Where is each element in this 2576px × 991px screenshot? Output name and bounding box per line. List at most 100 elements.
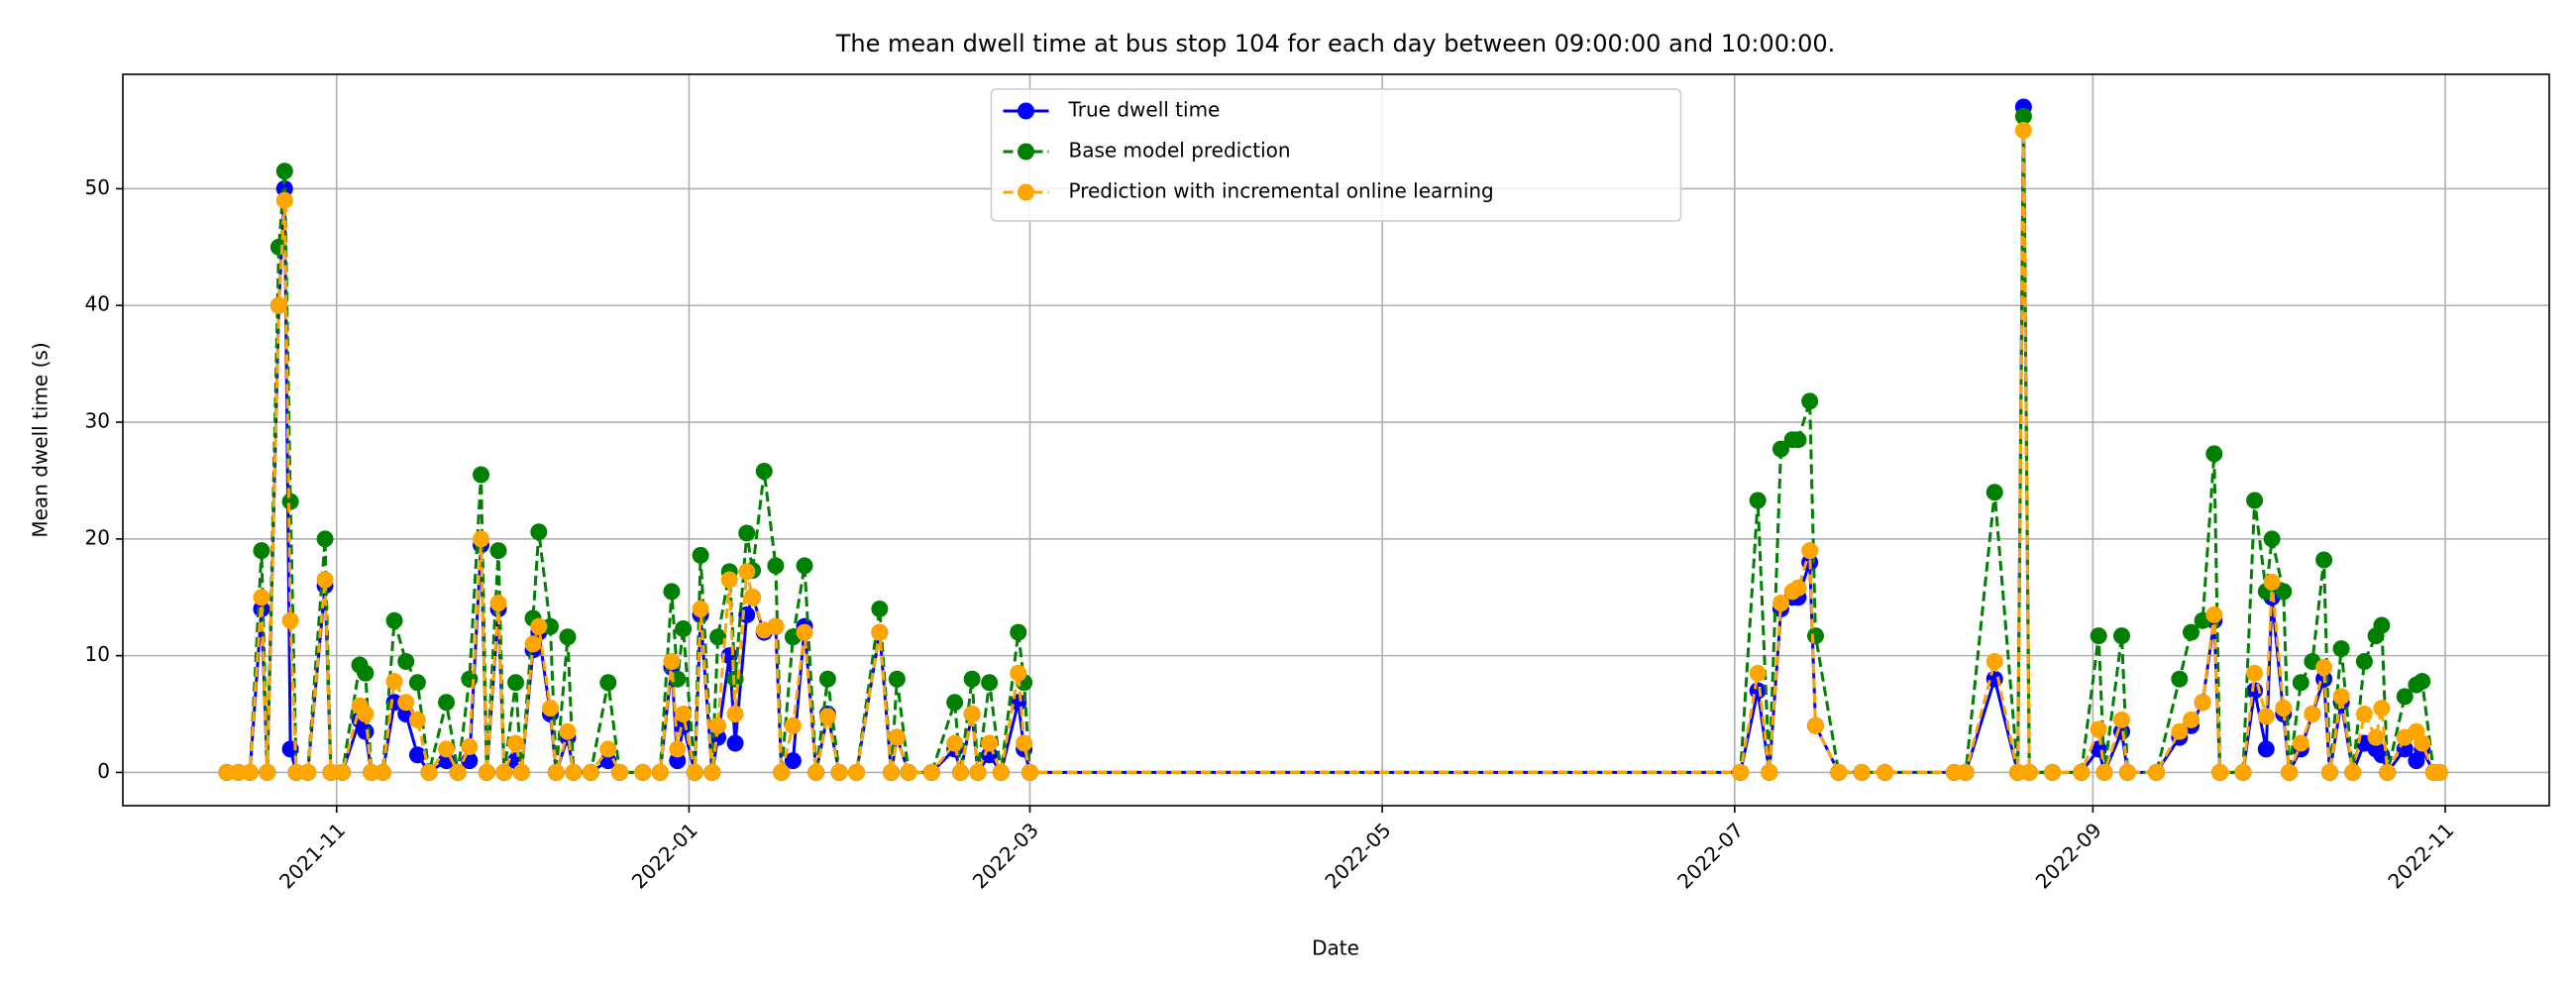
marker [2147,763,2165,781]
marker [1732,763,1750,781]
legend: True dwell time Base model prediction Pred… [990,88,1682,222]
legend-label: Base model prediction [1069,139,1291,163]
marker [275,163,293,180]
marker [582,763,599,781]
marker [495,763,513,781]
marker [478,763,495,781]
marker [2171,722,2189,740]
marker [773,763,791,781]
marker [669,752,687,770]
marker [408,746,426,764]
marker [530,523,548,541]
marker [1986,484,2003,501]
marker [2095,763,2113,781]
marker [230,763,248,781]
marker [397,694,415,712]
marker [703,763,721,781]
y-tick-label: 20 [85,525,110,549]
marker [888,728,906,746]
y-axis-label: Mean dwell time (s) [29,342,53,537]
marker [461,738,479,756]
marker [322,763,340,781]
marker [512,763,530,781]
marker [385,673,403,691]
marker [473,466,490,484]
marker [461,670,479,688]
marker [281,611,299,629]
marker [2246,492,2264,509]
marker [473,530,490,548]
marker [726,670,744,688]
marker [726,706,744,723]
marker [883,763,901,781]
marker [1016,734,1033,752]
marker [218,763,236,781]
marker [963,706,981,723]
marker [2090,720,2107,738]
marker [334,763,352,781]
marker [565,763,583,781]
series [218,122,2448,781]
marker [2211,763,2229,781]
y-tick-label: 10 [85,642,110,666]
marker [2292,674,2309,692]
marker [2073,763,2091,781]
marker [2320,763,2338,781]
marker [848,763,866,781]
marker [1789,431,1807,449]
marker [1789,579,1807,597]
marker [2113,711,2131,728]
marker [599,752,617,770]
marker [669,740,687,758]
marker [2355,653,2373,671]
marker [2332,688,2350,706]
marker [438,694,456,712]
marker [449,763,467,781]
marker [489,542,507,560]
marker [2118,763,2136,781]
marker [818,708,836,725]
marker [992,763,1010,781]
marker [2044,763,2062,781]
marker [675,620,693,638]
legend-marker [1018,102,1034,120]
marker [2171,670,2189,688]
marker [299,763,317,781]
marker [675,706,693,723]
marker [1010,664,1027,682]
marker [559,628,577,646]
marker [1010,623,1027,641]
marker [599,740,617,758]
legend-marker [1018,143,1034,161]
marker [709,716,727,734]
marker [981,734,999,752]
marker [922,763,940,781]
marker [767,617,785,635]
marker [2304,706,2321,723]
marker [738,524,756,542]
marker [599,674,617,692]
marker [2182,711,2200,728]
marker [951,763,969,781]
marker [1801,542,1819,560]
marker [2205,445,2223,463]
legend-label: Prediction with incremental online learn… [1069,179,1494,203]
marker [784,752,802,770]
marker [1876,763,1893,781]
marker [963,670,981,688]
marker [547,763,565,781]
marker [1771,595,1789,612]
marker [610,763,628,781]
marker [1806,627,1824,645]
marker [830,763,848,781]
marker [651,763,669,781]
marker [2263,573,2281,591]
marker [796,623,813,641]
marker [541,700,559,717]
chart-title: The mean dwell time at bus stop 104 for … [835,30,1836,57]
marker [871,623,889,641]
marker [241,763,259,781]
marker [663,653,681,671]
marker [420,763,438,781]
